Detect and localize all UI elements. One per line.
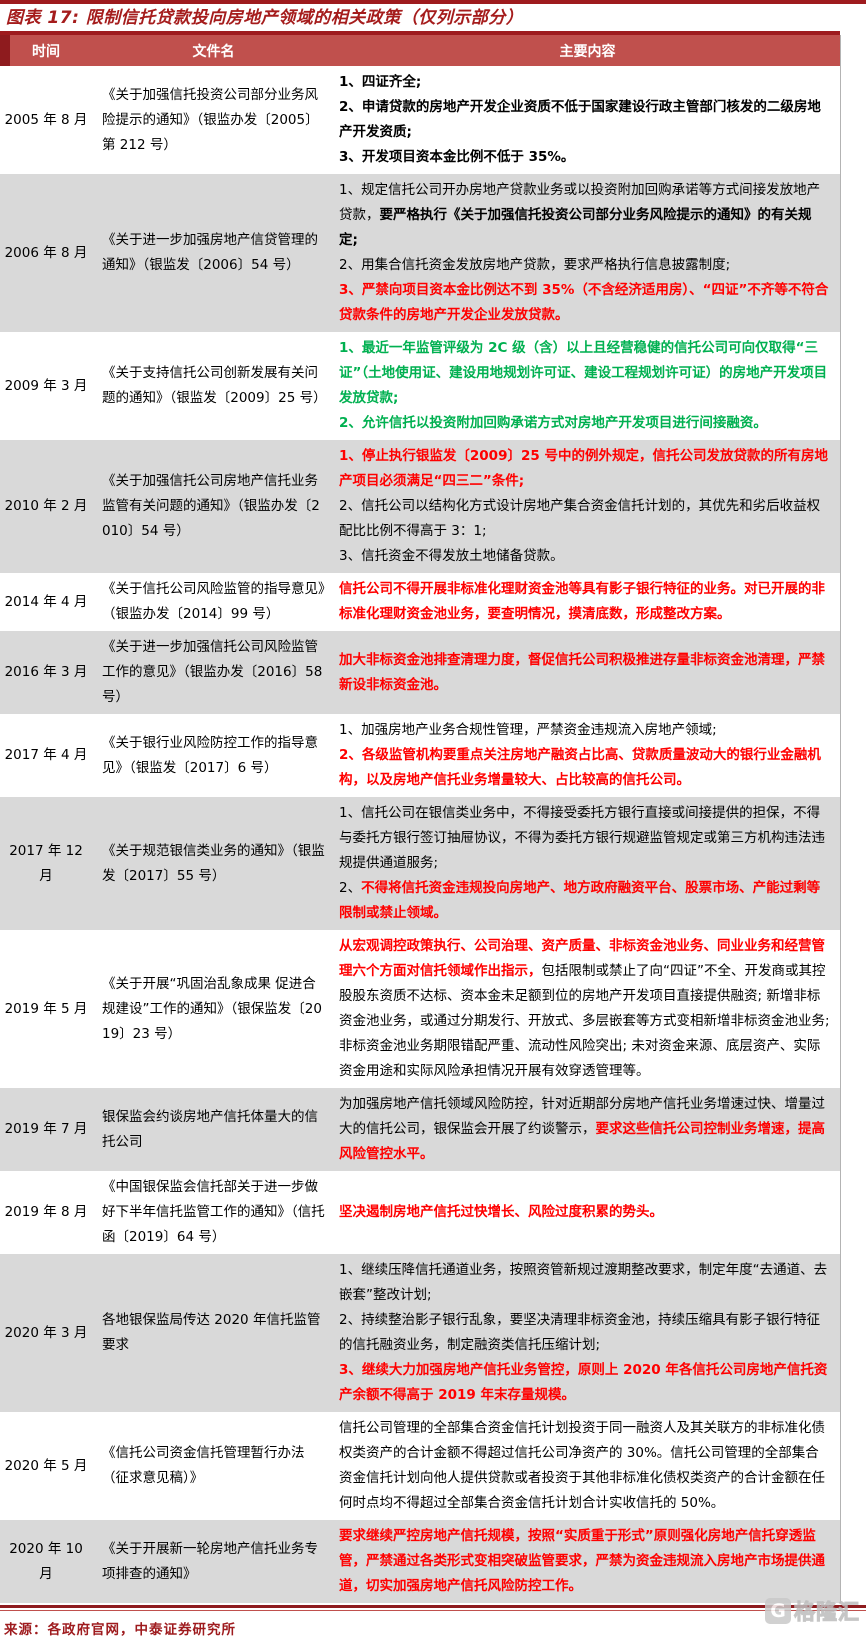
table-row: 2016 年 3 月《关于进一步加强信托公司风险监管工作的意见》（银监办发〔20…: [0, 631, 840, 714]
docname-cell: 《关于规范银信类业务的通知》（银监发〔2017〕55 号）: [102, 842, 325, 884]
content-paragraph: 3、严禁向项目资本金比例达不到 35%（不含经济适用房）、“四证”不齐等不符合贷…: [339, 282, 829, 323]
time-cell: 2009 年 3 月: [4, 377, 88, 394]
maincontent-cell: 加大非标资金池排查清理力度，督促信托公司积极推进存量非标资金池清理，严禁新设非标…: [335, 631, 840, 714]
gelonghui-watermark-text: 格隆汇: [794, 1600, 860, 1625]
maincontent-cell: 坚决遏制房地产信托过快增长、风险过度积累的势头。: [335, 1171, 840, 1254]
maincontent-cell: 1、信托公司在银信类业务中，不得接受委托方银行直接或间接提供的担保，不得与委托方…: [335, 797, 840, 930]
content-paragraph: 3、继续大力加强房地产信托业务管控，原则上 2020 年各信托公司房地产信托资产…: [339, 1362, 828, 1403]
docname-cell: 《关于信托公司风险监管的指导意见》（银监办发〔2014〕99 号）: [102, 581, 325, 622]
column-header-time: 时间: [32, 43, 60, 60]
maincontent-cell: 要求继续严控房地产信托规模，按照“实质重于形式”原则强化房地产信托穿透监管，严禁…: [335, 1520, 840, 1603]
column-header-docname: 文件名: [192, 43, 235, 60]
table-row: 2014 年 4 月《关于信托公司风险监管的指导意见》（银监办发〔2014〕99…: [0, 573, 840, 631]
content-paragraph: 1、加强房地产业务合规性管理，严禁资金违规流入房地产领域;: [339, 722, 717, 738]
gelonghui-watermark: G 格隆汇: [765, 1596, 860, 1626]
docname-cell: 《关于加强信托公司房地产信托业务监管有关问题的通知》（银监办发〔2010〕54 …: [102, 473, 320, 539]
source-note: 来源：各政府官网，中泰证券研究所: [4, 1622, 236, 1638]
content-paragraph: 信托公司不得开展非标准化理财资金池等具有影子银行特征的业务。对已开展的非标准化理…: [339, 581, 825, 622]
content-paragraph: 2、用集合信托资金发放房地产贷款，要求严格执行信息披露制度;: [339, 257, 731, 273]
time-cell: 2017 年 4 月: [4, 747, 88, 763]
table-row: 2020 年 5 月《信托公司资金信托管理暂行办法（征求意见稿）》 信托公司管理的…: [0, 1412, 840, 1520]
content-paragraph: 要求继续严控房地产信托规模，按照“实质重于形式”原则强化房地产信托穿透监管，严禁…: [339, 1528, 825, 1594]
title-underline-rule: [0, 31, 840, 35]
table-body: 2005 年 8 月《关于加强信托投资公司部分业务风险提示的通知》（银监办发〔2…: [0, 66, 840, 1603]
docname-cell: 《关于加强信托投资公司部分业务风险提示的通知》（银监办发〔2005〕第 212 …: [102, 86, 319, 153]
maincontent-cell: 1、停止执行银监发〔2009〕25 号中的例外规定，信托公司发放贷款的所有房地产…: [335, 440, 840, 573]
content-paragraph: 加大非标资金池排查清理力度，督促信托公司积极推进存量非标资金池清理，严禁新设非标…: [339, 651, 825, 693]
policy-table: 时间 文件名 主要内容 2005 年 8 月《关于加强信托投资公司部分业务风险提…: [0, 35, 841, 1603]
top-rule: [0, 0, 866, 4]
time-cell: 2020 年 10 月: [9, 1540, 83, 1582]
column-header-maincontent: 主要内容: [559, 43, 616, 60]
time-cell: 2006 年 8 月: [4, 244, 88, 261]
time-cell: 2017 年 12 月: [9, 842, 83, 884]
header-accent-stripe: [0, 35, 10, 66]
content-paragraph: 2、信托公司以结构化方式设计房地产集合资金信托计划的，其优先和劣后收益权配比比例…: [339, 498, 821, 539]
time-cell: 2016 年 3 月: [4, 664, 88, 680]
time-cell: 2010 年 2 月: [4, 498, 88, 514]
gelonghui-logo-icon: G: [765, 1598, 791, 1624]
time-cell: 2005 年 8 月: [4, 111, 88, 128]
table-row: 2010 年 2 月《关于加强信托公司房地产信托业务监管有关问题的通知》（银监办…: [0, 440, 840, 573]
maincontent-cell: 信托公司管理的全部集合资金信托计划投资于同一融资人及其关联方的非标准化债权类资产…: [335, 1412, 840, 1520]
content-paragraph: 2、各级监管机构要重点关注房地产融资占比高、贷款质量波动大的银行业金融机构，以及…: [339, 747, 821, 788]
maincontent-cell: 1、规定信托公司开办房地产贷款业务或以投资附加回购承诺等方式间接发放地产贷款，要…: [335, 174, 840, 332]
table-row: 2019 年 8 月《中国银保监会信托部关于进一步做好下半年信托监管工作的通知》…: [0, 1171, 840, 1254]
table-row: 2017 年 12 月《关于规范银信类业务的通知》（银监发〔2017〕55 号）…: [0, 797, 840, 930]
time-cell: 2019 年 8 月: [4, 1204, 88, 1220]
content-paragraph: 1、继续压降信托通道业务，按照资管新规过渡期整改要求，制定年度“去通道、去嵌套”…: [339, 1262, 828, 1303]
content-paragraph: 从宏观调控政策执行、公司治理、资产质量、非标资金池业务、同业业务和经营管理六个方…: [339, 938, 830, 1079]
content-paragraph: 2、持续整治影子银行乱象，要坚决清理非标资金池，持续压缩具有影子银行特征的信托融…: [339, 1312, 821, 1353]
content-paragraph: 1、停止执行银监发〔2009〕25 号中的例外规定，信托公司发放贷款的所有房地产…: [339, 448, 828, 489]
table-row: 2019 年 5 月《关于开展“巩固治乱象成果 促进合规建设”工作的通知》（银保…: [0, 930, 840, 1088]
content-paragraph: 1、规定信托公司开办房地产贷款业务或以投资附加回购承诺等方式间接发放地产贷款，要…: [339, 182, 821, 248]
maincontent-cell: 从宏观调控政策执行、公司治理、资产质量、非标资金池业务、同业业务和经营管理六个方…: [335, 930, 840, 1088]
content-paragraph: 为加强房地产信托领域风险防控，针对近期部分房地产信托业务增速过快、增量过大的信托…: [339, 1096, 825, 1162]
table-header-row: 时间 文件名 主要内容: [0, 35, 840, 66]
content-paragraph: 坚决遏制房地产信托过快增长、风险过度积累的势头。: [339, 1204, 663, 1220]
maincontent-cell: 1、最近一年监管评级为 2C 级（含）以上且经营稳健的信托公司可向仅取得“三证”…: [335, 332, 840, 440]
maincontent-cell: 1、加强房地产业务合规性管理，严禁资金违规流入房地产领域; 2、各级监管机构要重点…: [335, 714, 840, 797]
time-cell: 2020 年 5 月: [4, 1457, 88, 1474]
maincontent-cell: 为加强房地产信托领域风险防控，针对近期部分房地产信托业务增速过快、增量过大的信托…: [335, 1088, 840, 1171]
content-paragraph: 1、四证齐全;: [339, 74, 422, 90]
docname-cell: 《信托公司资金信托管理暂行办法（征求意见稿）》: [102, 1445, 305, 1486]
content-paragraph: 3、开发项目资本金比例不低于 35%。: [339, 149, 575, 165]
table-row: 2020 年 10 月《关于开展新一轮房地产信托业务专项排查的通知》 要求继续严控…: [0, 1520, 840, 1603]
time-cell: 2019 年 7 月: [4, 1121, 88, 1137]
docname-cell: 《关于银行业风险防控工作的指导意见》（银监发〔2017〕6 号）: [102, 734, 318, 776]
time-cell: 2019 年 5 月: [4, 1000, 88, 1017]
content-paragraph: 信托公司管理的全部集合资金信托计划投资于同一融资人及其关联方的非标准化债权类资产…: [339, 1420, 825, 1511]
table-row: 2006 年 8 月《关于进一步加强房地产信贷管理的通知》（银监发〔2006〕5…: [0, 174, 840, 332]
docname-cell: 《关于开展“巩固治乱象成果 促进合规建设”工作的通知》（银保监发〔2019〕23…: [102, 975, 322, 1042]
content-paragraph: 3、信托资金不得发放土地储备贷款。: [339, 548, 564, 564]
time-cell: 2014 年 4 月: [4, 593, 88, 610]
docname-cell: 《关于支持信托公司创新发展有关问题的通知》（银监发〔2009〕25 号）: [102, 365, 327, 406]
table-row: 2009 年 3 月《关于支持信托公司创新发展有关问题的通知》（银监发〔2009…: [0, 332, 840, 440]
content-paragraph: 2、申请贷款的房地产开发企业资质不低于国家建设行政主管部门核发的二级房地产开发资…: [339, 99, 821, 140]
maincontent-cell: 1、继续压降信托通道业务，按照资管新规过渡期整改要求，制定年度“去通道、去嵌套”…: [335, 1254, 840, 1412]
docname-cell: 银保监会约谈房地产信托体量大的信托公司: [102, 1108, 318, 1150]
content-paragraph: 2、不得将信托资金违规投向房地产、地方政府融资平台、股票市场、产能过剩等限制或禁…: [339, 880, 821, 921]
content-paragraph: 2、允许信托以投资附加回购承诺方式对房地产开发项目进行间接融资。: [339, 415, 767, 431]
docname-cell: 《关于开展新一轮房地产信托业务专项排查的通知》: [102, 1540, 318, 1582]
maincontent-cell: 1、四证齐全; 2、申请贷款的房地产开发企业资质不低于国家建设行政主管部门核发的二…: [335, 66, 840, 174]
docname-cell: 《关于进一步加强信托公司风险监管工作的意见》（银监办发〔2016〕58 号）: [102, 639, 323, 705]
table-row: 2020 年 3 月各地银保监局传达 2020 年信托监管要求 1、继续压降信托通…: [0, 1254, 840, 1412]
docname-cell: 《关于进一步加强房地产信贷管理的通知》（银监发〔2006〕54 号）: [102, 232, 318, 273]
docname-cell: 《中国银保监会信托部关于进一步做好下半年信托监管工作的通知》（信托函〔2019〕…: [102, 1179, 325, 1245]
figure-title: 图表 17: 限制信托贷款投向房地产领域的相关政策（仅列示部分）: [6, 8, 524, 28]
table-row: 2019 年 7 月银保监会约谈房地产信托体量大的信托公司 为加强房地产信托领域风…: [0, 1088, 840, 1171]
maincontent-cell: 信托公司不得开展非标准化理财资金池等具有影子银行特征的业务。对已开展的非标准化理…: [335, 573, 840, 631]
table-row: 2005 年 8 月《关于加强信托投资公司部分业务风险提示的通知》（银监办发〔2…: [0, 66, 840, 174]
content-paragraph: 1、信托公司在银信类业务中，不得接受委托方银行直接或间接提供的担保，不得与委托方…: [339, 805, 825, 871]
table-row: 2017 年 4 月《关于银行业风险防控工作的指导意见》（银监发〔2017〕6 …: [0, 714, 840, 797]
content-paragraph: 1、最近一年监管评级为 2C 级（含）以上且经营稳健的信托公司可向仅取得“三证”…: [339, 340, 828, 406]
docname-cell: 各地银保监局传达 2020 年信托监管要求: [102, 1312, 321, 1353]
time-cell: 2020 年 3 月: [4, 1324, 88, 1341]
